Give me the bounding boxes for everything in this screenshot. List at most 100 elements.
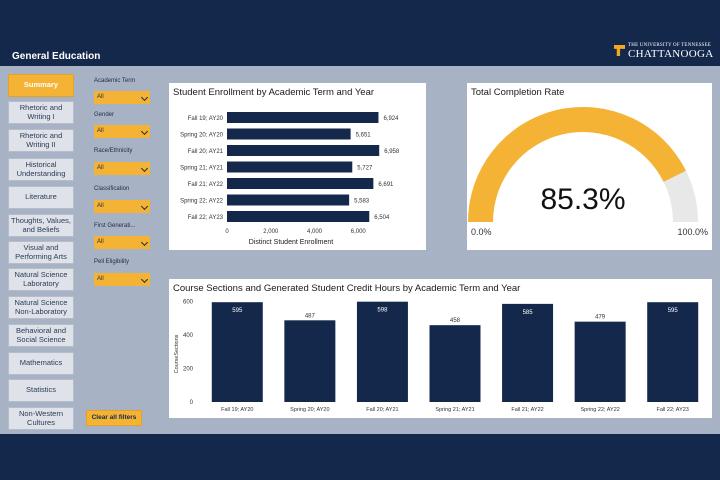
x-tick-label: 2,000 <box>263 229 279 235</box>
course-section-bar <box>429 325 481 402</box>
chevron-down-icon <box>140 93 149 102</box>
dropdown-value: All <box>97 128 104 134</box>
enrollment-bar <box>227 128 351 140</box>
logo-mark-icon <box>614 45 625 56</box>
academic-term-dropdown[interactable]: All <box>94 91 150 104</box>
x-tick-label: Fall 21; AY22 <box>511 407 543 413</box>
logo-big-text: CHATTANOOGA <box>628 48 714 60</box>
bar-value-label: 5,727 <box>357 166 373 172</box>
bar-value-label: 5,651 <box>356 133 372 139</box>
nav-natural-science-nonlab[interactable]: Natural Science Non-Laboratory <box>8 296 74 319</box>
bar-value-label: 487 <box>305 313 316 319</box>
chevron-down-icon <box>140 164 149 173</box>
x-tick-label: Fall 20; AY21 <box>366 407 398 413</box>
nav-behavioral-social-science[interactable]: Behavioral and Social Science <box>8 324 74 347</box>
course-section-bar <box>284 320 336 402</box>
x-tick-label: 4,000 <box>307 229 323 235</box>
filter-panel: Academic Term All Gender All Race/Ethnic… <box>82 72 160 432</box>
page-title: General Education <box>12 51 101 62</box>
filter-label-race-ethnicity: Race/Ethnicity <box>94 148 133 154</box>
x-tick-label: 6,000 <box>351 229 367 235</box>
nav-statistics[interactable]: Statistics <box>8 379 74 402</box>
filter-label-classification: Classification <box>94 186 130 192</box>
completion-rate-card: Total Completion Rate 85.3% 0.0% 100.0% <box>467 83 712 250</box>
course-section-bar <box>502 303 554 402</box>
nav-summary[interactable]: Summary <box>8 74 74 97</box>
y-tick-label: Spring 21; AY21 <box>180 166 224 172</box>
nav-historical-understanding[interactable]: Historical Understanding <box>8 158 74 181</box>
y-tick-label: 0 <box>190 400 194 406</box>
enrollment-chart-title: Student Enrollment by Academic Term and … <box>173 87 375 98</box>
enrollment-bar <box>227 145 380 156</box>
y-tick-label: Spring 22; AY22 <box>180 199 224 205</box>
course-section-bar <box>211 302 263 402</box>
bar-value-label: 598 <box>377 308 388 314</box>
y-tick-label: 200 <box>183 366 194 372</box>
x-tick-label: Spring 20; AY20 <box>290 407 329 413</box>
bar-value-label: 595 <box>232 308 243 314</box>
enrollment-chart-card: Student Enrollment by Academic Term and … <box>169 83 426 250</box>
x-tick-label: Fall 19; AY20 <box>221 407 253 413</box>
bar-value-label: 6,504 <box>374 215 390 221</box>
dropdown-value: All <box>97 94 104 100</box>
chevron-down-icon <box>140 127 149 136</box>
x-tick-label: Spring 21; AY21 <box>435 407 474 413</box>
nav-rhetoric-writing-1[interactable]: Rhetoric and Writing I <box>8 101 74 124</box>
gauge-min-label: 0.0% <box>471 227 492 237</box>
logo-small-text: THE UNIVERSITY OF TENNESSEE <box>628 43 712 48</box>
header-bar <box>0 0 720 66</box>
y-axis-label: CourseSections <box>174 334 180 373</box>
x-axis-label: Distinct Student Enrollment <box>249 239 333 246</box>
filter-label-academic-term: Academic Term <box>94 78 136 84</box>
y-tick-label: Spring 20; AY20 <box>180 133 224 139</box>
chevron-down-icon <box>140 202 149 211</box>
nav-rhetoric-writing-2[interactable]: Rhetoric and Writing II <box>8 129 74 152</box>
nav-natural-science-lab[interactable]: Natural Science Laboratory <box>8 268 74 291</box>
pell-eligibility-dropdown[interactable]: All <box>94 273 150 286</box>
clear-all-filters-button[interactable]: Clear all filters <box>86 410 142 426</box>
filter-label-gender: Gender <box>94 112 115 118</box>
first-generation-dropdown[interactable]: All <box>94 236 150 249</box>
classification-dropdown[interactable]: All <box>94 200 150 213</box>
race-ethnicity-dropdown[interactable]: All <box>94 162 150 175</box>
bar-value-label: 6,924 <box>383 116 399 122</box>
y-tick-label: Fall 22; AY23 <box>188 215 224 221</box>
gauge-value-label: 85.3% <box>540 183 625 216</box>
nav-visual-performing-arts[interactable]: Visual and Performing Arts <box>8 241 74 264</box>
y-tick-label: Fall 19; AY20 <box>188 116 224 122</box>
nav-non-western-cultures[interactable]: Non-Western Cultures <box>8 407 74 430</box>
nav-mathematics[interactable]: Mathematics <box>8 352 74 375</box>
gender-dropdown[interactable]: All <box>94 125 150 138</box>
bar-value-label: 479 <box>595 315 606 321</box>
course-sections-card: Course Sections and Generated Student Cr… <box>169 279 712 418</box>
enrollment-bar <box>227 178 374 189</box>
bar-value-label: 595 <box>668 308 679 314</box>
enrollment-bar <box>227 194 350 206</box>
bar-value-label: 585 <box>523 310 534 316</box>
filter-label-pell-eligibility: Pell Eligibility <box>94 259 130 265</box>
y-tick-label: 400 <box>183 333 194 339</box>
chevron-down-icon <box>140 275 149 284</box>
enrollment-bar <box>227 161 353 173</box>
university-logo: THE UNIVERSITY OF TENNESSEE CHATTANOOGA <box>614 43 714 61</box>
dropdown-value: All <box>97 239 104 245</box>
course-sections-chart: 0 200 400 600 CourseSections 595 Fall 19; AY20… <box>174 299 699 413</box>
bar-value-label: 458 <box>450 318 461 324</box>
y-tick-label: Fall 21; AY22 <box>188 182 224 188</box>
completion-gauge: 85.3% 0.0% 100.0% <box>468 107 708 237</box>
x-tick-label: 0 <box>225 229 229 235</box>
filter-label-first-generation: First Generati... <box>94 223 136 229</box>
y-tick-label: 600 <box>183 299 194 305</box>
course-section-bar <box>574 321 626 402</box>
y-tick-label: Fall 20; AY21 <box>188 149 224 155</box>
gauge-max-label: 100.0% <box>677 227 708 237</box>
enrollment-bar <box>227 112 379 123</box>
chevron-down-icon <box>140 238 149 247</box>
course-section-bar <box>647 302 699 402</box>
nav-literature[interactable]: Literature <box>8 186 74 209</box>
gauge-fill <box>468 107 686 222</box>
x-tick-label: Spring 22; AY22 <box>580 407 619 413</box>
dropdown-value: All <box>97 203 104 209</box>
x-tick-label: Fall 22; AY23 <box>657 407 689 413</box>
nav-thoughts-values-beliefs[interactable]: Thoughts, Values, and Beliefs <box>8 214 74 237</box>
